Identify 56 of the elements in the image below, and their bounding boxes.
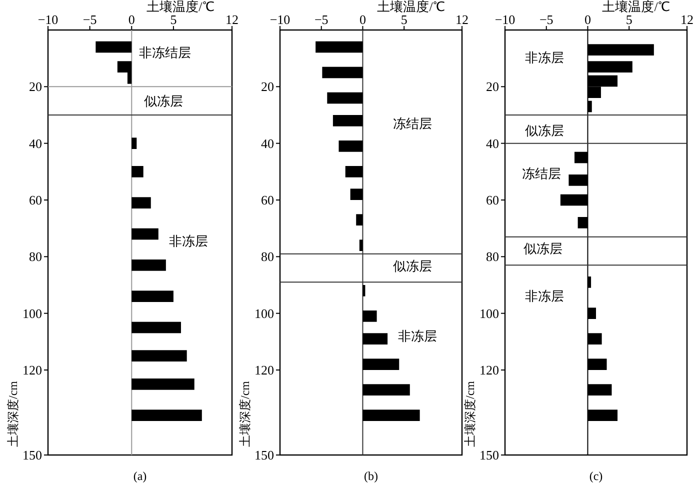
y-tick-label: 150 xyxy=(254,448,274,462)
annotation: 非冻层 xyxy=(398,328,437,344)
text: (b) xyxy=(364,469,378,483)
y-tick-label: 120 xyxy=(254,362,274,378)
y-axis-title: 土壤深度/cm xyxy=(238,380,252,447)
annotation: 似冻层 xyxy=(525,122,564,138)
y-tick-label: 20 xyxy=(486,79,499,94)
y-axis-title: 土壤深度/cm xyxy=(463,380,477,447)
x-tick-label: 5 xyxy=(626,12,632,27)
x-axis-title: 土壤温度/℃ xyxy=(146,0,214,14)
y-tick-label: 100 xyxy=(22,306,42,321)
annotation: 非冻层 xyxy=(525,288,564,304)
x-axis-title: 土壤温度/℃ xyxy=(377,0,445,14)
annotation: 非冻结层 xyxy=(139,45,192,60)
x-tick-label: 5 xyxy=(400,12,408,27)
x-tick-label: −5 xyxy=(539,12,554,27)
x-tick-label: 0 xyxy=(128,12,135,27)
y-tick-label: 80 xyxy=(486,249,499,264)
x-axis-title: 土壤温度/℃ xyxy=(602,0,670,14)
annotation: 冻结层 xyxy=(392,116,432,132)
y-tick-label: 40 xyxy=(486,136,499,151)
x-tick-label: −10 xyxy=(270,12,290,27)
y-tick-label: 80 xyxy=(261,249,274,264)
annotation: 非冻层 xyxy=(169,233,208,248)
y-tick-label: 150 xyxy=(22,448,42,462)
y-tick-label: 100 xyxy=(254,306,274,321)
y-tick-label: 60 xyxy=(29,192,42,208)
y-tick-label: 20 xyxy=(261,79,274,94)
y-tick-label: 40 xyxy=(261,136,274,151)
text: (c) xyxy=(589,469,603,483)
annotation: 似冻层 xyxy=(144,94,183,109)
y-tick-label: 100 xyxy=(480,306,499,321)
x-tick-label: 12 xyxy=(226,12,238,27)
x-tick-label: 0 xyxy=(359,12,366,27)
text: (a) xyxy=(133,469,147,483)
x-tick-label: −10 xyxy=(494,12,516,27)
x-tick-label: −5 xyxy=(82,12,97,27)
x-tick-label: 0 xyxy=(584,12,591,27)
y-tick-label: 80 xyxy=(29,249,42,264)
y-tick-label: 120 xyxy=(22,362,42,378)
annotation: 非冻层 xyxy=(525,50,564,66)
y-tick-label: 60 xyxy=(486,192,499,208)
x-tick-label: −5 xyxy=(314,12,328,27)
x-tick-label: 5 xyxy=(170,12,177,27)
y-axis-title: 土壤深度/cm xyxy=(6,380,20,447)
x-tick-label: −10 xyxy=(38,12,58,27)
y-tick-label: 60 xyxy=(261,192,274,208)
y-tick-label: 150 xyxy=(480,448,499,462)
y-tick-label: 40 xyxy=(29,136,42,151)
annotation: 似冻层 xyxy=(392,258,432,274)
x-tick-label: 12 xyxy=(456,12,468,27)
annotation: 冻结层 xyxy=(522,166,561,181)
x-tick-label: 12 xyxy=(680,12,694,27)
annotation: 似冻层 xyxy=(524,241,563,256)
y-tick-label: 20 xyxy=(29,79,42,94)
y-tick-label: 120 xyxy=(480,362,499,378)
